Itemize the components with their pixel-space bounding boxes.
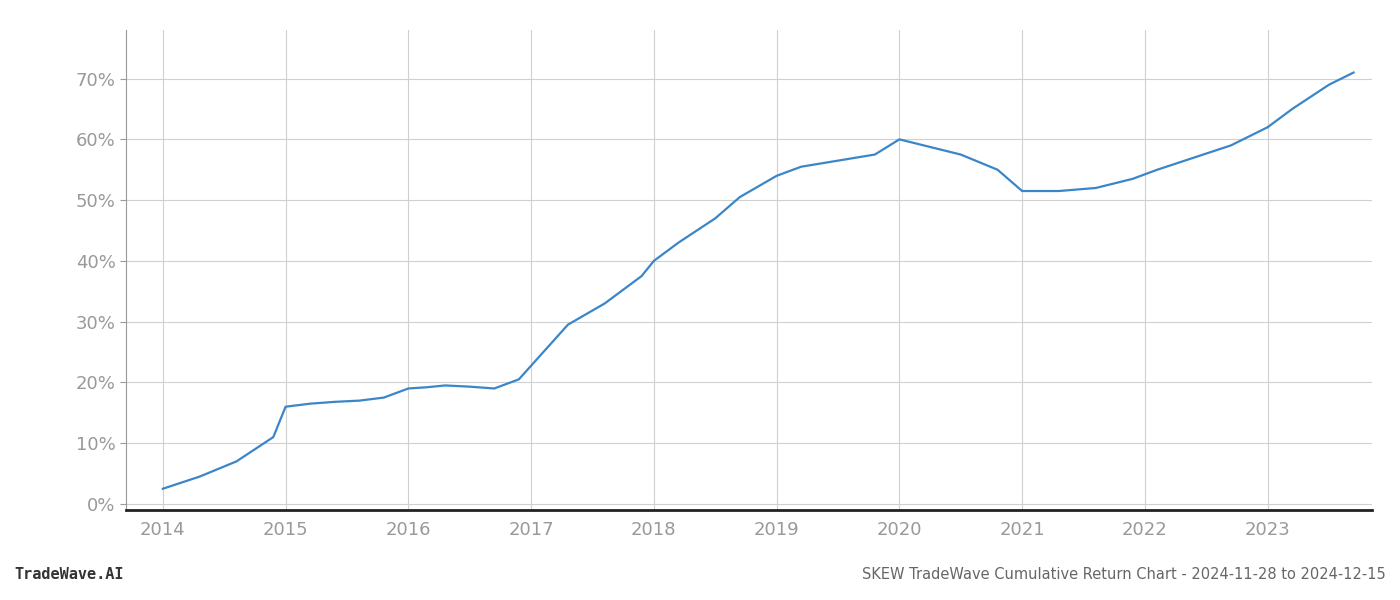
Text: SKEW TradeWave Cumulative Return Chart - 2024-11-28 to 2024-12-15: SKEW TradeWave Cumulative Return Chart -… xyxy=(862,567,1386,582)
Text: TradeWave.AI: TradeWave.AI xyxy=(14,567,123,582)
